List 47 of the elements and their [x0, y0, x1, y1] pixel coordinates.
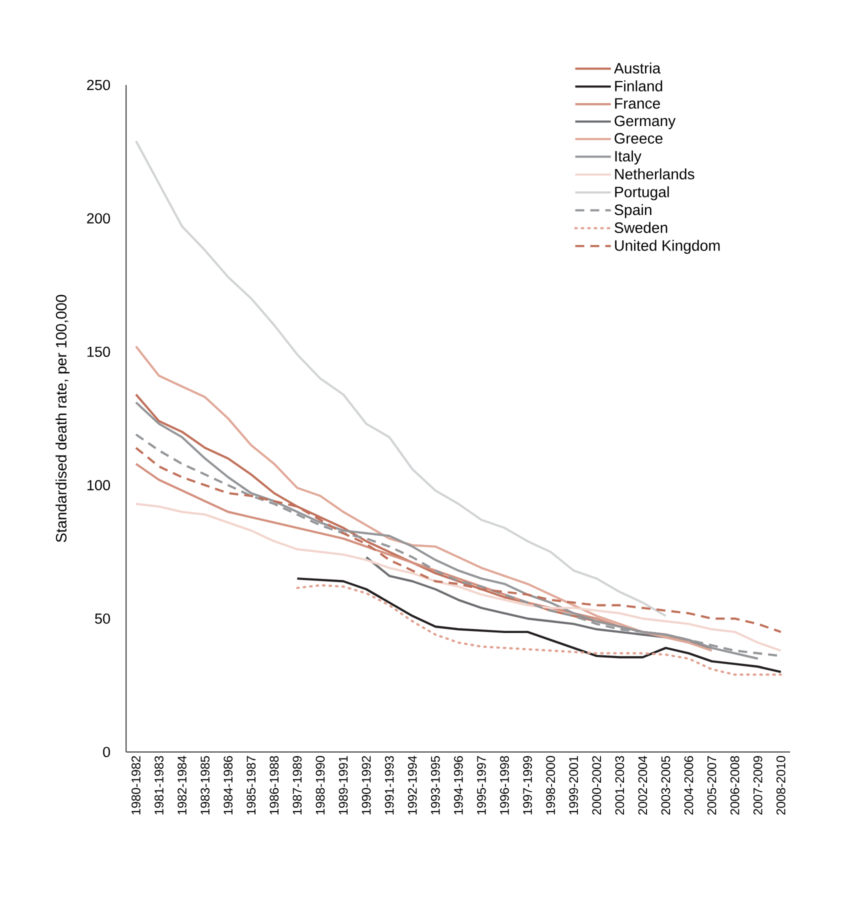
- x-tick-label: 1999-2001: [569, 756, 578, 814]
- x-tick-label: 1982-1984: [178, 756, 186, 814]
- x-tick-label: 1998-2000: [546, 756, 555, 814]
- x-tick-label: 1997-1999: [523, 756, 532, 814]
- x-tick-label: 1985-1987: [246, 756, 256, 814]
- x-tick-label: 1984-1986: [224, 756, 233, 814]
- x-tick-label: 2000-2002: [592, 756, 602, 815]
- y-tick-label: 250: [87, 80, 110, 90]
- legend-label: Spain: [614, 204, 652, 218]
- x-tick-label: 1988-1990: [316, 756, 325, 814]
- x-tick-label: 1980-1982: [132, 756, 140, 814]
- y-axis-title: Standardised death rate, per 100,000: [56, 294, 70, 542]
- x-tick-label: 1994-1996: [454, 756, 463, 814]
- x-tick-label: 1993-1995: [430, 756, 440, 814]
- y-tick-label: 0: [103, 746, 110, 758]
- y-tick-label: 150: [87, 346, 110, 357]
- x-tick-label: 1987-1989: [292, 756, 302, 814]
- x-tick-label: 1992-1994: [408, 756, 417, 814]
- x-tick-label: 1995-1997: [477, 756, 486, 814]
- x-tick-label: 2007-2009: [753, 756, 762, 815]
- legend-label: Portugal: [615, 186, 669, 200]
- legend-label: Austria: [614, 62, 661, 74]
- x-tick-label: 1989-1991: [338, 756, 348, 814]
- x-tick-label: 1981-1983: [154, 756, 164, 814]
- x-tick-label: 1996-1998: [500, 756, 509, 814]
- legend-label: Germany: [614, 116, 676, 130]
- legend-label: Sweden: [614, 222, 668, 234]
- x-tick-label: 2004-2006: [684, 756, 694, 815]
- x-tick-label: 2005-2007: [707, 756, 716, 815]
- x-tick-label: 1990-1992: [362, 756, 371, 814]
- x-tick-label: 2002-2004: [638, 756, 648, 815]
- x-tick-label: 2003-2005: [661, 756, 670, 815]
- legend-label: United Kingdom: [615, 240, 720, 254]
- y-tick-label: 100: [87, 480, 110, 490]
- legend-label: France: [615, 98, 660, 109]
- x-tick-label: 1983-1985: [200, 756, 210, 814]
- legend-label: Finland: [615, 80, 662, 92]
- y-tick-label: 200: [87, 213, 110, 224]
- legend-label: Italy: [615, 150, 642, 164]
- y-tick-label: 50: [95, 613, 110, 624]
- legend-label: Netherlands: [615, 168, 694, 180]
- x-tick-label: 2006-2008: [730, 756, 740, 815]
- x-tick-label: 1986-1988: [270, 756, 279, 814]
- x-tick-label: 2001-2003: [615, 756, 624, 815]
- x-tick-label: 2008-2010: [776, 756, 786, 815]
- legend-label: Greece: [614, 133, 662, 144]
- x-tick-label: 1991-1993: [384, 756, 394, 814]
